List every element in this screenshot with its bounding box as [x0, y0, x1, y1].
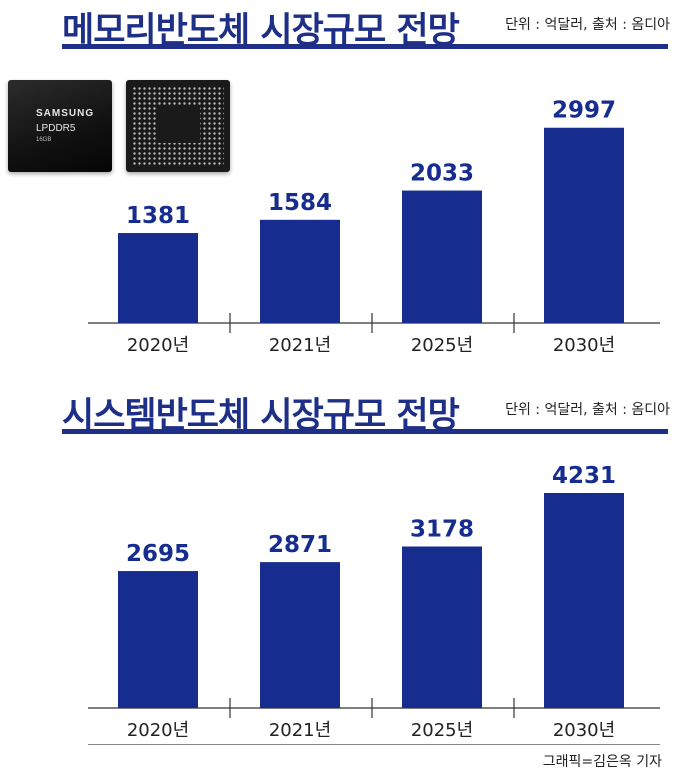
memory-tick-label: 2030년 [553, 335, 615, 356]
memory-bar-2030년 [544, 127, 624, 323]
memory-bar-2020년 [118, 233, 198, 323]
system-chart-unit-source: 단위 : 억달러, 출처 : 옴디아 [505, 402, 670, 418]
chip-brand-label: SAMSUNG [36, 108, 95, 119]
system-title-rule [62, 429, 668, 434]
memory-value-label: 1381 [126, 203, 190, 229]
lpddr5-chip-image: SAMSUNG LPDDR5 16GB [8, 80, 240, 172]
memory-chart-unit-source: 단위 : 억달러, 출처 : 옴디아 [505, 17, 670, 33]
credit-rule [88, 744, 660, 745]
system-chart-panel: 2695 2020년 2871 2021년 3178 2025년 4231 2030년 시스템… [0, 385, 680, 745]
system-bar-chart: 2695 2020년 2871 2021년 3178 2025년 4231 2030년 [88, 463, 660, 741]
chip-back [126, 80, 230, 172]
system-bar-2020년 [118, 571, 198, 708]
system-value-label: 3178 [410, 517, 474, 543]
memory-bar-chart: 1381 2020년 1584 2021년 2033 2025년 2997 2030년 [88, 98, 660, 356]
system-value-label: 2695 [126, 541, 190, 567]
chip-capacity-label: 16GB [36, 137, 52, 143]
memory-tick-label: 2020년 [127, 335, 189, 356]
chip-center-pad [156, 107, 200, 143]
memory-tick-label: 2021년 [269, 335, 331, 356]
system-tick-label: 2030년 [553, 720, 615, 741]
system-value-label: 4231 [552, 463, 616, 489]
system-tick-label: 2021년 [269, 720, 331, 741]
system-value-label: 2871 [268, 532, 332, 558]
system-bar-2021년 [260, 562, 340, 708]
memory-bar-2025년 [402, 190, 482, 323]
system-bar-2025년 [402, 546, 482, 708]
chip-front: SAMSUNG LPDDR5 16GB [8, 80, 112, 172]
memory-value-label: 2997 [552, 98, 616, 124]
graphic-credit: 그래픽=김은옥 기자 [542, 754, 662, 770]
system-tick-label: 2025년 [411, 720, 473, 741]
memory-value-label: 2033 [410, 161, 474, 187]
memory-chart-panel: 1381 2020년 1584 2021년 2033 2025년 2997 2030년 메모리… [0, 0, 680, 360]
chip-model-label: LPDDR5 [36, 123, 76, 134]
memory-tick-label: 2025년 [411, 335, 473, 356]
memory-title-rule [62, 44, 668, 49]
system-tick-label: 2020년 [127, 720, 189, 741]
system-bar-2030년 [544, 493, 624, 708]
memory-value-label: 1584 [268, 190, 332, 216]
memory-bar-2021년 [260, 219, 340, 323]
